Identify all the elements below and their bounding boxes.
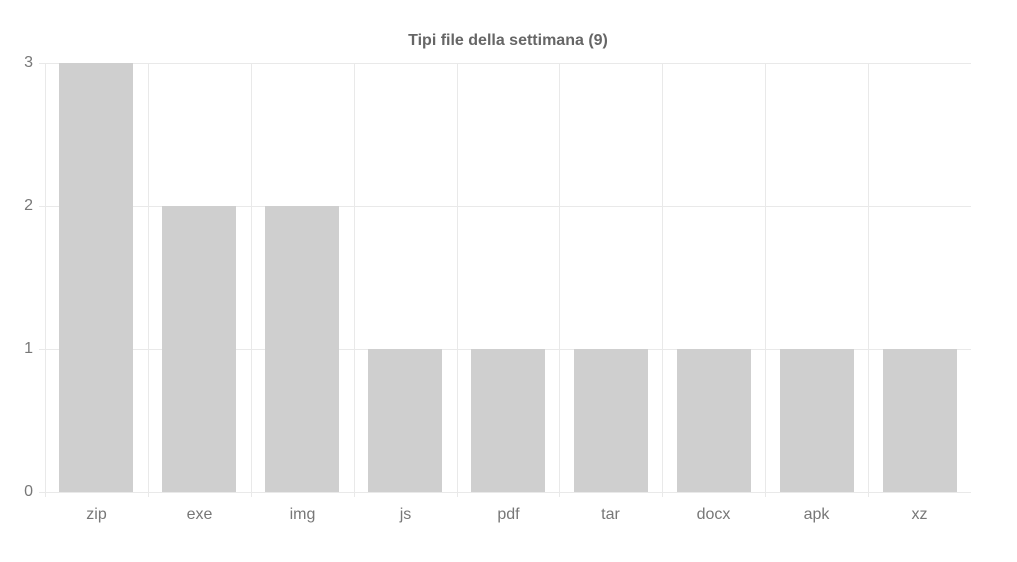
x-tick-label: pdf bbox=[497, 506, 520, 523]
x-gridline bbox=[148, 63, 149, 497]
bar-xz[interactable] bbox=[883, 349, 957, 492]
y-tick-label: 2 bbox=[24, 197, 33, 214]
x-gridline bbox=[662, 63, 663, 497]
bar-apk[interactable] bbox=[780, 349, 854, 492]
y-gridline bbox=[39, 63, 971, 64]
y-gridline bbox=[39, 206, 971, 207]
y-tick-label: 0 bbox=[24, 483, 33, 500]
x-tick-label: img bbox=[289, 506, 316, 523]
y-tick-label: 1 bbox=[24, 340, 33, 357]
x-gridline bbox=[45, 63, 46, 497]
x-tick-label: xz bbox=[911, 506, 928, 523]
x-gridline bbox=[868, 63, 869, 497]
x-gridline bbox=[559, 63, 560, 497]
y-gridline bbox=[39, 492, 971, 493]
bar-tar[interactable] bbox=[574, 349, 648, 492]
bar-zip[interactable] bbox=[59, 63, 133, 492]
bar-docx[interactable] bbox=[677, 349, 751, 492]
x-tick-label: tar bbox=[601, 506, 620, 523]
bar-exe[interactable] bbox=[162, 206, 236, 492]
x-tick-label: exe bbox=[186, 506, 213, 523]
x-gridline bbox=[251, 63, 252, 497]
x-gridline bbox=[354, 63, 355, 497]
bar-js[interactable] bbox=[368, 349, 442, 492]
y-tick-label: 3 bbox=[24, 54, 33, 71]
x-gridline bbox=[765, 63, 766, 497]
chart-title: Tipi file della settimana (9) bbox=[408, 32, 608, 49]
x-gridline bbox=[457, 63, 458, 497]
x-tick-label: docx bbox=[696, 506, 731, 523]
bar-pdf[interactable] bbox=[471, 349, 545, 492]
x-tick-label: zip bbox=[86, 506, 107, 523]
bar-img[interactable] bbox=[265, 206, 339, 492]
x-tick-label: apk bbox=[803, 506, 830, 523]
x-tick-label: js bbox=[399, 506, 412, 523]
